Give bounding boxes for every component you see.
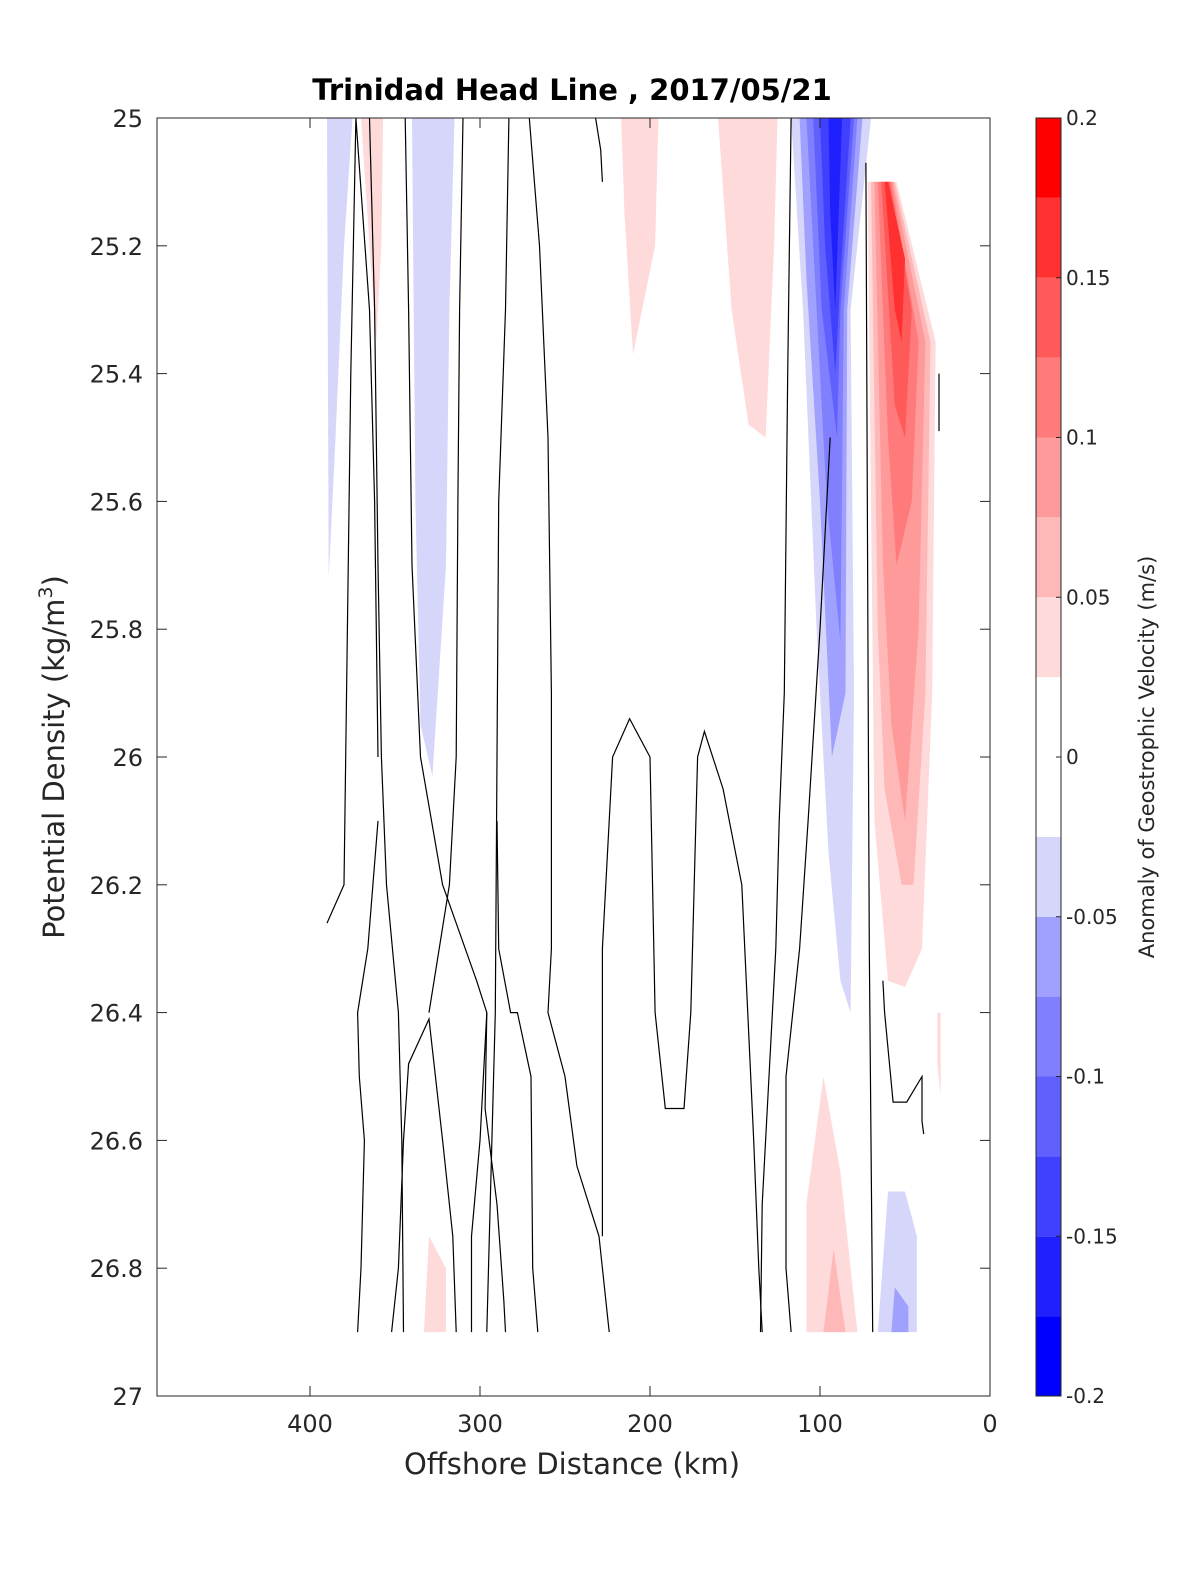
colorbar-tick-label: 0.1 [1066,426,1098,450]
colorbar-swatch-8 [1036,597,1061,678]
colorbar-swatch-4 [1036,996,1061,1077]
colorbar-title: Anomaly of Geostrophic Velocity (m/s) [1135,556,1159,959]
filled-contour-region-16 [884,181,905,342]
x-tick-label: 0 [982,1410,997,1438]
x-tick-label: 200 [627,1410,673,1438]
filled-contour-region-20 [877,1191,917,1333]
colorbar-tick-label: 0 [1066,745,1079,769]
colorbar-swatch-0 [1036,1316,1061,1396]
y-tick-label: 25.2 [90,233,143,261]
zero-contour-line-15 [882,980,925,1135]
filled-contour-region-21 [891,1287,909,1333]
filled-contour-region-3 [621,118,659,355]
colorbar-tick-label: -0.1 [1066,1065,1105,1089]
colorbar-swatch-11 [1036,357,1061,438]
zero-contour-line-3 [404,118,507,1333]
colorbar-swatch-13 [1036,197,1061,278]
x-tick-label: 100 [797,1410,843,1438]
y-tick-label: 27 [112,1383,143,1411]
zero-contour-line-12 [759,118,792,1333]
colorbar-tick-label: 0.05 [1066,585,1111,609]
zero-contour-line-1 [368,118,405,1333]
zero-contour-line-7 [486,118,510,1333]
filled-contour-region-22 [937,1012,941,1096]
zero-contour-lines [326,118,940,1333]
y-tick-label: 25.6 [90,488,143,516]
colorbar-tick-label: 0.15 [1066,266,1111,290]
x-axis-title: Offshore Distance (km) [404,1447,740,1481]
colorbar-tick-label: -0.2 [1066,1384,1105,1408]
zero-contour-line-8 [528,118,610,1333]
zero-contour-line-9 [496,820,539,1333]
colorbar-swatch-1 [1036,1236,1061,1317]
zero-contour-line-14 [865,162,874,1333]
colorbar-tick-label: 0.2 [1066,106,1098,130]
colorbar-tick-label: -0.05 [1066,905,1118,929]
filled-contour-region-2 [412,118,455,777]
y-tick-label: 26.4 [90,1000,143,1028]
y-axis-title-sup: 3 [35,586,57,598]
y-axis-title: Potential Density (kg/m3) [35,575,71,939]
colorbar-swatch-14 [1036,118,1061,198]
y-tick-label: 25 [112,105,143,133]
zero-contour-line-2 [356,820,379,1333]
y-tick-label: 25.4 [90,361,143,389]
filled-contour-region-19 [423,1236,446,1333]
zero-contour-line-4 [391,1016,457,1333]
colorbar-swatch-2 [1036,1156,1061,1237]
colorbar-swatch-3 [1036,1076,1061,1157]
y-axis-ticks: 25 25.2 25.4 25.6 25.8 26 26.2 26.4 26.6 26.8 27 [90,105,990,1411]
zero-contour-line-6 [470,1012,488,1333]
filled-contours [327,118,941,1333]
x-axis-ticks: 400 300 200 100 0 [287,118,998,1438]
zero-contour-line-11 [601,717,763,1333]
y-tick-label: 25.8 [90,616,143,644]
colorbar-swatch-9 [1036,517,1061,598]
zero-contour-line-10 [595,118,603,182]
colorbar-tick-label: -0.15 [1066,1224,1118,1248]
chart-title: Trinidad Head Line , 2017/05/21 [312,73,832,107]
filled-contour-region-0 [327,118,353,579]
filled-contour-region-18 [823,1249,846,1333]
colorbar-swatch-5 [1036,916,1061,997]
x-tick-label: 300 [457,1410,503,1438]
colorbar-swatch-6 [1036,836,1061,917]
zero-contour-line-5 [428,118,464,1013]
filled-contour-region-10 [828,118,843,310]
y-axis-title-prefix: Potential Density (kg/m [37,599,71,939]
plot-area: 400 300 200 100 0 25 25.2 25.4 25.6 25.8 26 26.2 26… [90,105,998,1438]
colorbar-swatch-10 [1036,437,1061,518]
y-tick-label: 26 [112,744,143,772]
plot-background [157,118,990,1396]
x-tick-label: 400 [287,1410,333,1438]
zero-contour-line-0 [326,118,379,924]
colorbar-swatch-12 [1036,277,1061,358]
filled-contour-region-17 [806,1076,858,1333]
colorbar: 0.2 0.15 0.1 0.05 0 -0.05 -0.1 -0.15 -0.2 [1035,106,1118,1408]
y-tick-label: 26.2 [90,872,143,900]
zero-contour-line-13 [785,437,831,1333]
filled-contour-region-4 [718,118,778,438]
y-tick-label: 26.8 [90,1255,143,1283]
y-axis-title-suffix: ) [37,575,71,586]
y-tick-label: 26.6 [90,1127,143,1155]
